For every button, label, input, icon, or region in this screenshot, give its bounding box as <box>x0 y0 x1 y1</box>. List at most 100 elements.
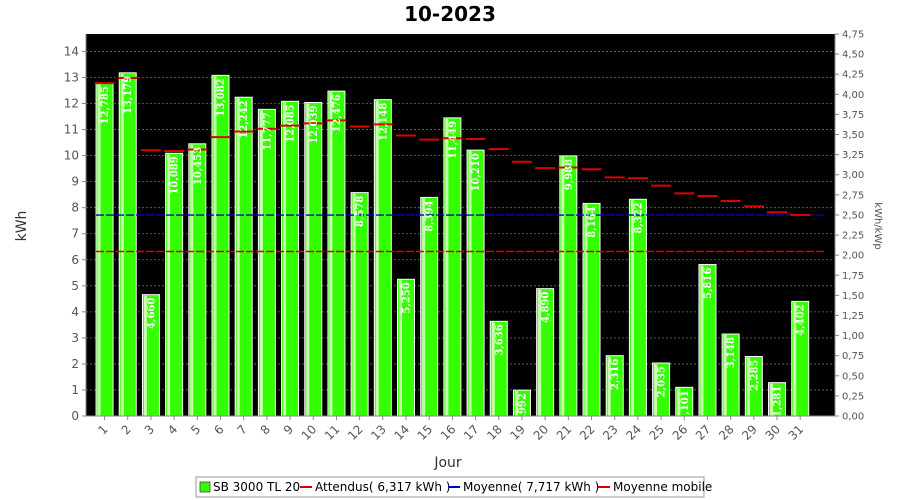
x-tick-label: 24 <box>623 422 644 443</box>
bar-highlight <box>283 102 287 417</box>
bar-highlight <box>491 322 495 416</box>
axes: 012345678910111213140,000,250,500,751,00… <box>64 30 865 443</box>
bar-value-label: 10,089 <box>170 156 181 194</box>
bar-highlight <box>677 388 681 416</box>
bar-highlight <box>468 151 472 416</box>
bar-highlight <box>654 364 658 416</box>
bar-value-label: 12,476 <box>332 94 343 132</box>
x-tick-label: 3 <box>142 422 157 437</box>
x-tick-label: 21 <box>554 422 575 443</box>
bar-value-label: 10,453 <box>193 147 204 185</box>
y-tick-label: 14 <box>64 44 79 58</box>
legend-label-average: Moyenne( 7,717 kWh ) <box>463 480 599 494</box>
y-tick-label: 10 <box>64 149 79 163</box>
bar-value-label: 11,777 <box>262 112 273 150</box>
y-right-tick-label: 2,75 <box>842 190 864 201</box>
bar-value-label: 2,035 <box>657 366 668 397</box>
x-tick-label: 2 <box>119 422 134 437</box>
bar-highlight <box>352 193 356 416</box>
bar-value-label: 3,148 <box>726 337 737 368</box>
y-right-tick-label: 1,25 <box>842 311 864 322</box>
bar-highlight <box>770 383 774 416</box>
x-tick-label: 30 <box>762 422 783 443</box>
y-tick-label: 6 <box>71 253 79 267</box>
bar-value-label: 12,242 <box>239 100 250 138</box>
x-tick-label: 31 <box>786 422 807 443</box>
y-tick-label: 1 <box>71 383 79 397</box>
y-tick-label: 8 <box>71 201 79 215</box>
x-tick-label: 11 <box>322 422 343 443</box>
x-tick-label: 9 <box>281 422 296 437</box>
bar-value-label: 4,890 <box>541 292 552 323</box>
y-tick-label: 12 <box>64 97 79 111</box>
bar-value-label: 11,449 <box>448 121 459 159</box>
bars <box>95 72 810 417</box>
bar-highlight <box>120 73 124 416</box>
x-tick-label: 28 <box>716 422 737 443</box>
x-tick-label: 7 <box>235 422 250 437</box>
bar-value-label: 12,148 <box>378 103 389 141</box>
bar-value-label: 13,179 <box>123 76 134 114</box>
bar-value-label: 4,660 <box>146 298 157 329</box>
bar-highlight <box>167 154 171 416</box>
bar-value-label: 5,250 <box>402 282 413 313</box>
x-tick-label: 26 <box>670 422 691 443</box>
y-right-tick-label: 3,50 <box>842 130 864 141</box>
y-right-tick-label: 2,00 <box>842 251 864 262</box>
bar-highlight <box>630 200 634 416</box>
bar-value-label: 8,394 <box>425 200 436 231</box>
bar-highlight <box>723 335 727 416</box>
bar-value-label: 4,402 <box>796 304 807 335</box>
y-axis-label: kWh <box>14 211 30 242</box>
bar-highlight <box>190 144 194 417</box>
bar-highlight <box>793 302 797 416</box>
value-labels: 12,785 13,179 4,660 10,089 10,453 13,082 12,24… <box>100 76 807 425</box>
y-tick-label: 9 <box>71 175 79 189</box>
bar-highlight <box>746 357 750 416</box>
y-right-tick-label: 4,25 <box>842 70 864 81</box>
y-tick-label: 7 <box>71 227 79 241</box>
legend-label-expected: Attendus( 6,317 kWh ) <box>315 480 450 494</box>
legend-swatch-bars <box>199 481 211 493</box>
bar-value-label: 9,988 <box>564 159 575 190</box>
x-tick-label: 6 <box>211 422 226 437</box>
bar-highlight <box>259 110 263 416</box>
y-right-tick-label: 4,50 <box>842 50 864 61</box>
y-right-tick-label: 4,00 <box>842 90 864 101</box>
x-tick-label: 17 <box>461 422 482 443</box>
y-tick-label: 4 <box>71 305 79 319</box>
x-tick-label: 8 <box>258 422 273 437</box>
x-tick-label: 12 <box>345 422 366 443</box>
x-tick-label: 10 <box>299 422 320 443</box>
reference-lines <box>94 76 825 253</box>
bar-highlight <box>607 356 611 416</box>
x-tick-label: 27 <box>693 422 714 443</box>
bar-highlight <box>584 204 588 416</box>
bar-highlight <box>213 76 217 417</box>
y-right-tick-label: 0,00 <box>842 412 864 423</box>
bar-highlight <box>445 118 449 416</box>
bar-value-label: 8,578 <box>355 196 366 227</box>
bar-highlight <box>700 265 704 416</box>
x-tick-label: 15 <box>415 422 436 443</box>
bar-highlight <box>514 391 518 416</box>
y-right-tick-label: 2,50 <box>842 210 864 221</box>
x-tick-label: 18 <box>484 422 505 443</box>
bar-highlight <box>561 156 565 416</box>
x-tick-label: 1 <box>95 422 110 437</box>
x-tick-label: 20 <box>531 422 552 443</box>
bar-value-label: 0,992 <box>517 393 528 424</box>
x-tick-label: 13 <box>368 422 389 443</box>
y-right-tick-label: 0,75 <box>842 351 864 362</box>
y-right-tick-label: 2,25 <box>842 231 864 242</box>
bar-highlight <box>236 98 240 416</box>
bar-value-label: 12,785 <box>100 86 111 124</box>
bar-highlight <box>306 103 310 417</box>
y-right-tick-label: 3,00 <box>842 170 864 181</box>
x-tick-label: 23 <box>600 422 621 443</box>
bar-value-label: 2,285 <box>749 359 760 390</box>
bar-highlight <box>538 289 542 416</box>
x-tick-label: 29 <box>739 422 760 443</box>
bar-value-label: 5,816 <box>703 268 714 299</box>
